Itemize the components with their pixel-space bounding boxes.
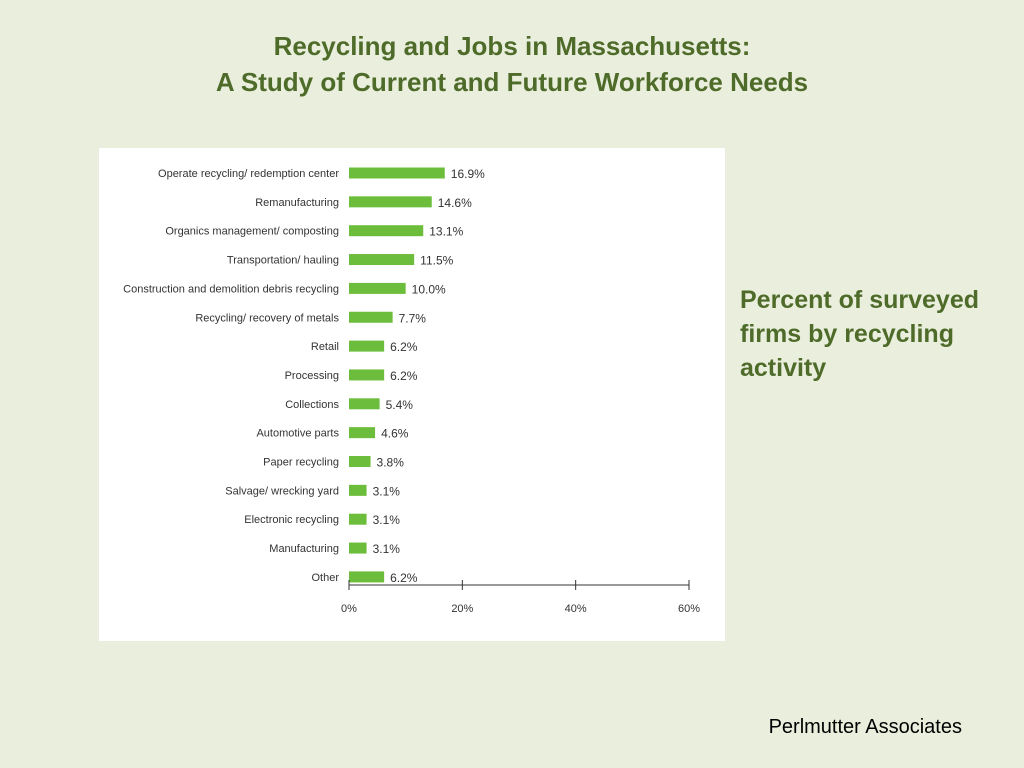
data-label: 3.8% xyxy=(377,456,405,470)
bar xyxy=(349,196,432,208)
x-tick-label: 0% xyxy=(341,603,357,615)
bar xyxy=(349,369,385,381)
category-label: Automotive parts xyxy=(256,428,339,440)
category-label: Processing xyxy=(285,370,339,382)
data-label: 3.1% xyxy=(373,484,401,498)
bar-chart-panel: Operate recycling/ redemption center 16.9… xyxy=(99,148,725,641)
data-label: 3.1% xyxy=(373,513,401,527)
data-label: 5.4% xyxy=(386,398,414,412)
data-label: 6.2% xyxy=(390,571,418,585)
x-tick-label: 40% xyxy=(565,603,587,615)
data-label: 4.6% xyxy=(381,427,409,441)
bar xyxy=(349,571,385,583)
category-label: Recycling/ recovery of metals xyxy=(195,312,339,324)
bar xyxy=(349,311,393,323)
category-label: Remanufacturing xyxy=(255,197,339,209)
slide-title-line-1: Recycling and Jobs in Massachusetts: xyxy=(273,31,751,61)
bar xyxy=(349,254,415,266)
category-label: Collections xyxy=(285,399,339,411)
category-label: Operate recycling/ redemption center xyxy=(158,168,339,180)
slide-title-line-2: A Study of Current and Future Workforce … xyxy=(215,67,809,97)
category-label: Transportation/ hauling xyxy=(227,255,339,267)
category-label: Manufacturing xyxy=(269,543,339,555)
category-label: Salvage/ wrecking yard xyxy=(225,485,339,497)
category-label: Other xyxy=(311,572,339,584)
bar-chart: Operate recycling/ redemption center 16.9… xyxy=(123,167,700,615)
bar xyxy=(349,167,445,179)
bar xyxy=(349,513,367,525)
data-label: 13.1% xyxy=(429,225,463,239)
bar xyxy=(349,398,380,410)
bar xyxy=(349,282,406,294)
data-label: 6.2% xyxy=(390,369,418,383)
slide-title: Recycling and Jobs in Massachusetts: A S… xyxy=(0,28,1024,100)
data-label: 11.5% xyxy=(420,254,453,268)
credit-text: Perlmutter Associates xyxy=(768,716,962,738)
category-label: Paper recycling xyxy=(263,457,339,469)
category-label: Retail xyxy=(311,341,339,353)
bar xyxy=(349,427,376,439)
x-tick-label: 20% xyxy=(451,603,473,615)
chart-caption: Percent of surveyed firms by recycling a… xyxy=(740,286,979,382)
data-label: 16.9% xyxy=(451,167,485,181)
bar xyxy=(349,456,371,467)
category-label: Construction and demolition debris recyc… xyxy=(123,283,339,295)
data-label: 7.7% xyxy=(399,311,427,325)
category-label: Organics management/ composting xyxy=(165,226,339,238)
bar xyxy=(349,542,367,554)
data-label: 10.0% xyxy=(412,282,446,296)
data-label: 3.1% xyxy=(373,542,401,556)
bar xyxy=(349,340,385,352)
category-label: Electronic recycling xyxy=(244,514,339,526)
data-label: 14.6% xyxy=(438,196,472,210)
bar xyxy=(349,225,424,237)
x-tick-label: 60% xyxy=(678,603,700,615)
data-label: 6.2% xyxy=(390,340,418,354)
bar xyxy=(349,484,367,496)
